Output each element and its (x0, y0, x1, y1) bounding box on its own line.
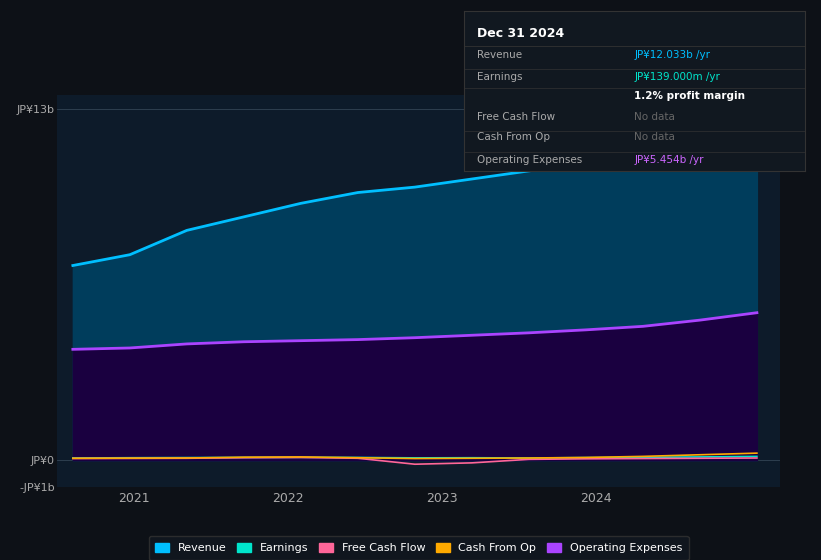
Text: Cash From Op: Cash From Op (478, 133, 551, 142)
Text: JP¥12.033b /yr: JP¥12.033b /yr (635, 49, 710, 59)
Text: JP¥139.000m /yr: JP¥139.000m /yr (635, 72, 720, 82)
Text: 1.2% profit margin: 1.2% profit margin (635, 91, 745, 101)
Text: No data: No data (635, 133, 675, 142)
Text: Revenue: Revenue (478, 49, 523, 59)
Text: JP¥5.454b /yr: JP¥5.454b /yr (635, 155, 704, 165)
Text: Free Cash Flow: Free Cash Flow (478, 112, 556, 122)
Legend: Revenue, Earnings, Free Cash Flow, Cash From Op, Operating Expenses: Revenue, Earnings, Free Cash Flow, Cash … (149, 536, 689, 560)
Text: No data: No data (635, 112, 675, 122)
Text: Operating Expenses: Operating Expenses (478, 155, 583, 165)
Text: Earnings: Earnings (478, 72, 523, 82)
Text: Dec 31 2024: Dec 31 2024 (478, 27, 565, 40)
